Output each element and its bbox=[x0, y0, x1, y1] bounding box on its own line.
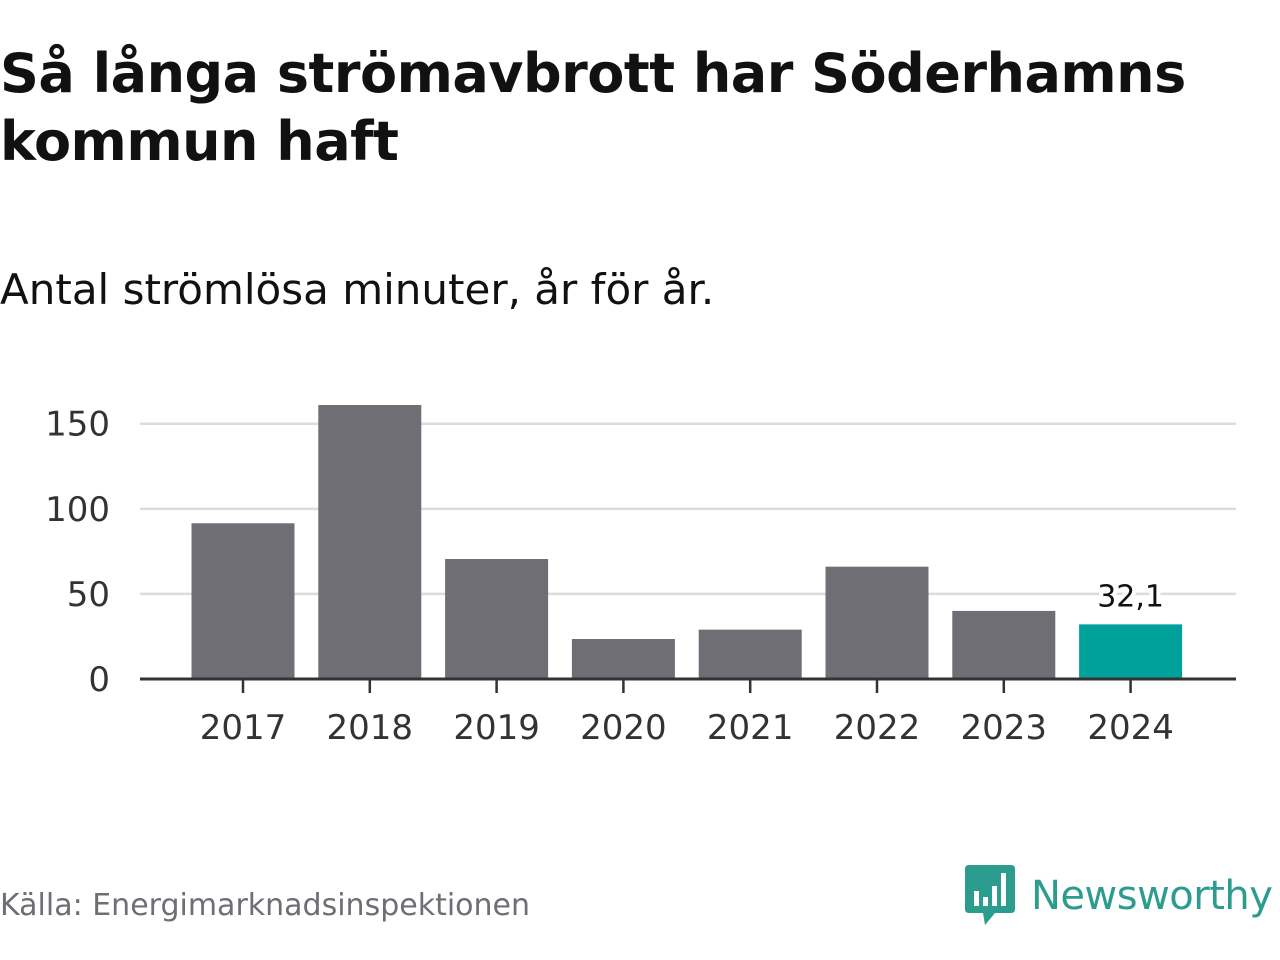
bar-2022 bbox=[825, 566, 929, 679]
y-tick-label: 0 bbox=[88, 660, 110, 700]
brand-logo: Newsworthy bbox=[965, 864, 1273, 928]
y-axis-ticks: 0 50 100 150 bbox=[45, 405, 110, 700]
x-tick-label: 2020 bbox=[580, 708, 667, 748]
bar-2021 bbox=[698, 629, 802, 679]
bar-2020 bbox=[571, 639, 675, 679]
x-axis-ticks: 2017 2018 2019 2020 2021 2022 2023 2024 bbox=[200, 679, 1174, 748]
data-labels: 32,1 bbox=[1093, 575, 1168, 618]
y-tick-label: 150 bbox=[45, 405, 110, 445]
x-tick-label: 2022 bbox=[834, 708, 921, 748]
bar-2017 bbox=[191, 523, 295, 679]
x-tick-label: 2024 bbox=[1087, 708, 1174, 748]
x-tick-label: 2018 bbox=[327, 708, 414, 748]
source-note: Källa: Energimarknadsinspektionen bbox=[0, 888, 531, 923]
bar-2019 bbox=[445, 559, 549, 679]
x-tick-label: 2019 bbox=[453, 708, 540, 748]
x-tick-label: 2021 bbox=[707, 708, 794, 748]
y-tick-label: 50 bbox=[67, 575, 110, 615]
newsworthy-logo-icon bbox=[965, 865, 1015, 925]
chart-title: Så långa strömavbrott har Söderhamns kom… bbox=[0, 42, 1186, 173]
x-tick-label: 2023 bbox=[961, 708, 1048, 748]
bars bbox=[191, 405, 1183, 679]
bar-2023 bbox=[952, 610, 1056, 679]
gridlines bbox=[140, 422, 1236, 596]
y-tick-label: 100 bbox=[45, 490, 110, 530]
bar-2018 bbox=[318, 405, 422, 679]
data-label-2024: 32,1 bbox=[1097, 579, 1164, 614]
chart-subtitle: Antal strömlösa minuter, år för år. bbox=[0, 265, 715, 314]
brand-name: Newsworthy bbox=[1031, 873, 1273, 919]
x-tick-label: 2017 bbox=[200, 708, 287, 748]
bar-2024 bbox=[1079, 624, 1183, 679]
